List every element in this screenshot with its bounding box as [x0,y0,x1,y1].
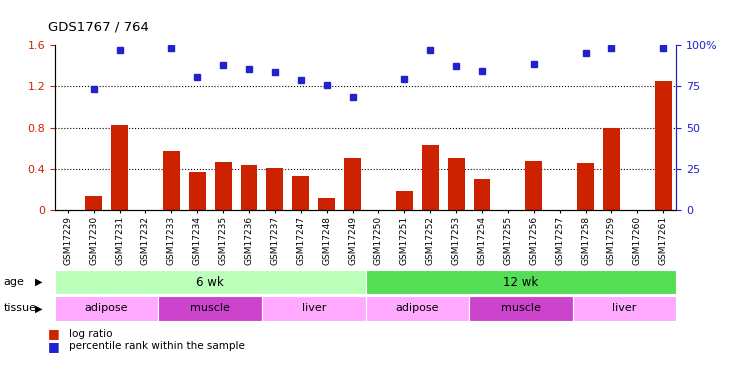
Bar [655,81,672,210]
Text: 12 wk: 12 wk [503,276,539,289]
Bar [572,296,676,321]
Bar [86,196,102,210]
Bar [159,296,262,321]
Bar [344,158,361,210]
Bar [603,128,620,210]
Text: liver: liver [301,303,326,313]
Text: age: age [4,277,25,287]
Bar [262,296,366,321]
Text: adipose: adipose [85,303,129,313]
Bar [240,165,257,210]
Text: GDS1767 / 764: GDS1767 / 764 [48,21,148,34]
Text: ▶: ▶ [35,303,42,313]
Bar [189,172,205,210]
Bar [526,160,542,210]
Text: 6 wk: 6 wk [197,276,224,289]
Text: ■: ■ [48,340,59,352]
Bar [267,168,284,210]
Text: liver: liver [612,303,637,313]
Text: muscle: muscle [190,303,230,313]
Bar [215,162,232,210]
Bar [292,176,309,210]
Bar [577,163,594,210]
Bar [55,296,159,321]
Text: log ratio: log ratio [69,329,113,339]
Bar [318,198,335,210]
Text: adipose: adipose [395,303,439,313]
Text: ▶: ▶ [35,277,42,287]
Bar [163,151,180,210]
Bar [366,270,676,294]
Bar [396,191,413,210]
Bar [366,296,469,321]
Bar [111,125,128,210]
Bar [474,179,491,210]
Bar [447,158,464,210]
Text: ■: ■ [48,327,59,340]
Text: tissue: tissue [4,303,37,313]
Text: percentile rank within the sample: percentile rank within the sample [69,341,246,351]
Text: muscle: muscle [501,303,541,313]
Bar [55,270,366,294]
Bar [469,296,572,321]
Bar [422,145,439,210]
